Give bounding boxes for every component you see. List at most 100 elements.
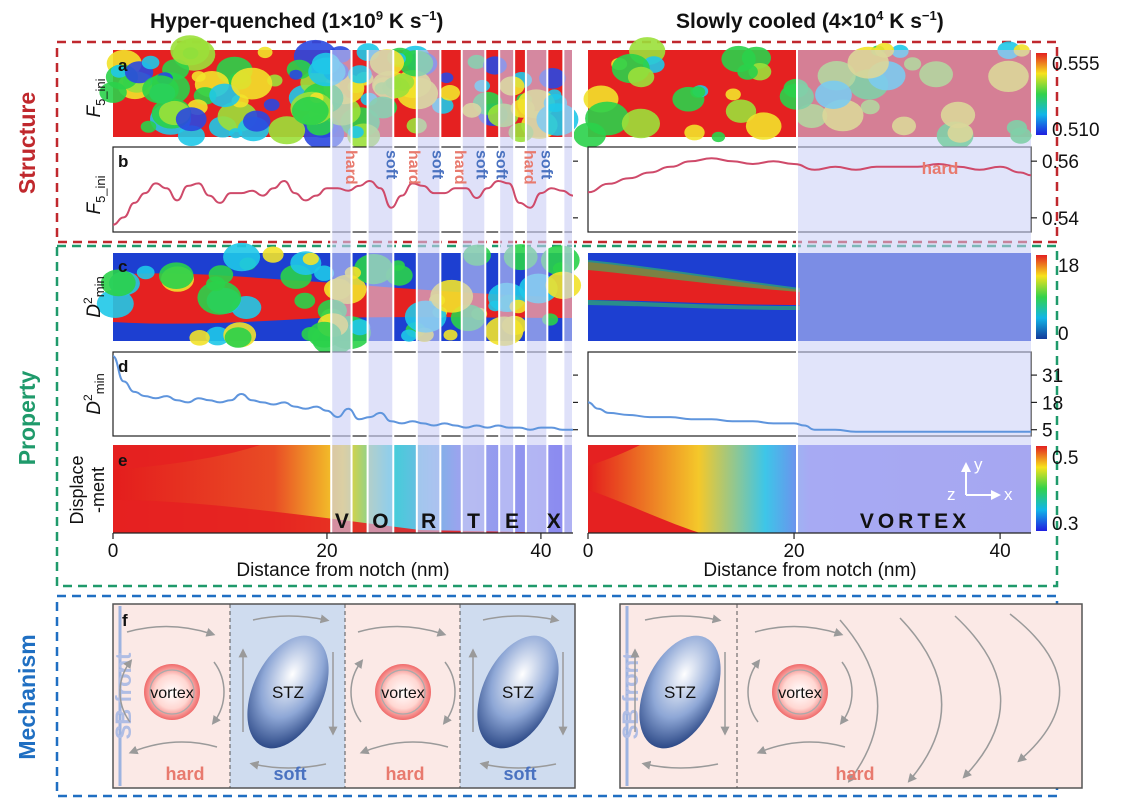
header-left-unit-exp: −1 xyxy=(421,8,437,23)
ylabel-b-main: F xyxy=(84,202,105,215)
map-cluster xyxy=(177,125,205,146)
map-cluster xyxy=(725,99,757,123)
map-cluster xyxy=(263,98,280,111)
stz-label: STZ xyxy=(502,683,534,702)
header-right: Slowly cooled (4×104 K s−1) xyxy=(676,8,944,34)
map-cluster xyxy=(231,67,273,100)
line-curves xyxy=(112,157,1032,433)
mech-soft-2: soft xyxy=(504,764,537,784)
map-cluster xyxy=(690,86,706,98)
stz-shape: STZ xyxy=(468,614,568,770)
map-cluster xyxy=(443,329,458,341)
map-cluster xyxy=(224,327,252,348)
flow-arc xyxy=(839,619,879,783)
ylabel-b-sub: 5_ini xyxy=(93,175,108,203)
map-cluster xyxy=(170,35,210,66)
series-line-b-left xyxy=(112,179,574,226)
map-cluster xyxy=(110,64,128,78)
band-overlays-left xyxy=(330,50,574,533)
map-cluster xyxy=(197,280,242,315)
map-cluster xyxy=(439,72,454,84)
vortex-shape: vortex xyxy=(119,625,225,755)
panel-letter-f: f xyxy=(122,611,128,630)
header-right-unit-exp: −1 xyxy=(921,8,937,23)
band-labels: hard soft hard soft hard soft soft hard soft xyxy=(342,150,555,185)
panel-letter-b: b xyxy=(118,152,128,171)
panel-letter-c: c xyxy=(118,257,127,276)
x-tick-label: 40 xyxy=(530,541,551,562)
map-cluster xyxy=(349,319,371,336)
axis-glyph-x: x xyxy=(1004,485,1013,504)
header-right-prefix: Slowly cooled (4×10 xyxy=(676,10,877,33)
map-cluster xyxy=(96,289,134,318)
band-label: soft xyxy=(472,150,489,180)
colorbar-a xyxy=(1036,53,1047,135)
vortex-label: vortex xyxy=(150,685,194,702)
map-cluster xyxy=(302,252,319,266)
ylabel-e-line2: -ment xyxy=(88,467,108,513)
stz-label: STZ xyxy=(272,683,304,702)
x-tick-label: 20 xyxy=(783,541,804,562)
axis-glyph: y x z xyxy=(947,455,1013,504)
ylabel-c-sub: min xyxy=(92,276,107,297)
sb-front-label-right: SB front xyxy=(618,652,643,739)
map-cluster xyxy=(585,101,630,136)
map-cluster xyxy=(189,330,210,346)
band-label: soft xyxy=(428,150,445,180)
colorbar-a-min: 0.510 xyxy=(1052,120,1100,141)
band-overlay xyxy=(525,50,548,533)
ylabel-d-sup: 2 xyxy=(81,394,95,401)
series-line-d-right xyxy=(587,401,1032,433)
y-ticks-right: 0.56 0.54 31 18 5 xyxy=(573,152,1079,442)
colorbar-e-max: 0.5 xyxy=(1052,448,1078,469)
flow-arc xyxy=(1009,613,1061,763)
panel-letter-a: a xyxy=(118,56,128,75)
ylabel-d: D2min xyxy=(81,373,107,414)
colorbar-e xyxy=(1036,446,1047,531)
band-label: soft xyxy=(538,150,555,180)
header-left: Hyper-quenched (1×109 K s−1) xyxy=(150,8,443,34)
axis-glyph-z: z xyxy=(947,485,956,504)
header-left-suffix: K s xyxy=(383,10,422,33)
x-tick-label: 0 xyxy=(108,541,119,562)
band-label: hard xyxy=(520,150,537,185)
vortex-label: vortex xyxy=(381,685,425,702)
map-cluster xyxy=(205,326,230,346)
header-left-prefix: Hyper-quenched (1×10 xyxy=(150,10,376,33)
map-cluster xyxy=(711,131,726,143)
mech-hard-1: hard xyxy=(165,764,204,784)
band-overlay xyxy=(416,50,441,533)
map-cluster xyxy=(140,120,157,133)
colorbar-a-max: 0.555 xyxy=(1052,54,1100,75)
vortex-shape: vortex xyxy=(350,625,456,755)
sb-front-label-left: SB front xyxy=(111,652,136,739)
colorbar-c xyxy=(1036,255,1047,339)
map-cluster xyxy=(262,246,284,263)
panel-letter-d: d xyxy=(118,357,128,376)
x-tick-label: 0 xyxy=(583,541,594,562)
map-cluster xyxy=(401,329,417,342)
vortex-label: vortex xyxy=(778,685,822,702)
section-label-property: Property xyxy=(14,371,40,466)
y-tick-label: 0.56 xyxy=(1042,152,1079,173)
map-cluster xyxy=(175,107,207,132)
mech-hard-2: hard xyxy=(385,764,424,784)
mech-soft-1: soft xyxy=(274,764,307,784)
band-label: soft xyxy=(493,150,510,180)
band-overlay-right xyxy=(797,50,1031,533)
y-tick-label: 31 xyxy=(1042,366,1063,387)
map-cluster xyxy=(725,88,741,101)
vortex-shape: vortex xyxy=(747,625,853,755)
map-cluster xyxy=(621,108,661,139)
vortex-letter: E xyxy=(505,510,519,533)
x-axis-label-right: Distance from notch (nm) xyxy=(703,560,916,581)
map-cluster xyxy=(314,265,335,281)
flow-arc xyxy=(954,615,1002,779)
band-label-right-hard: hard xyxy=(922,159,959,178)
stz-label: STZ xyxy=(664,683,696,702)
stz-shape: STZ xyxy=(238,614,338,770)
svg-text:D2min: D2min xyxy=(81,276,107,317)
x-tick-label: 40 xyxy=(990,541,1011,562)
